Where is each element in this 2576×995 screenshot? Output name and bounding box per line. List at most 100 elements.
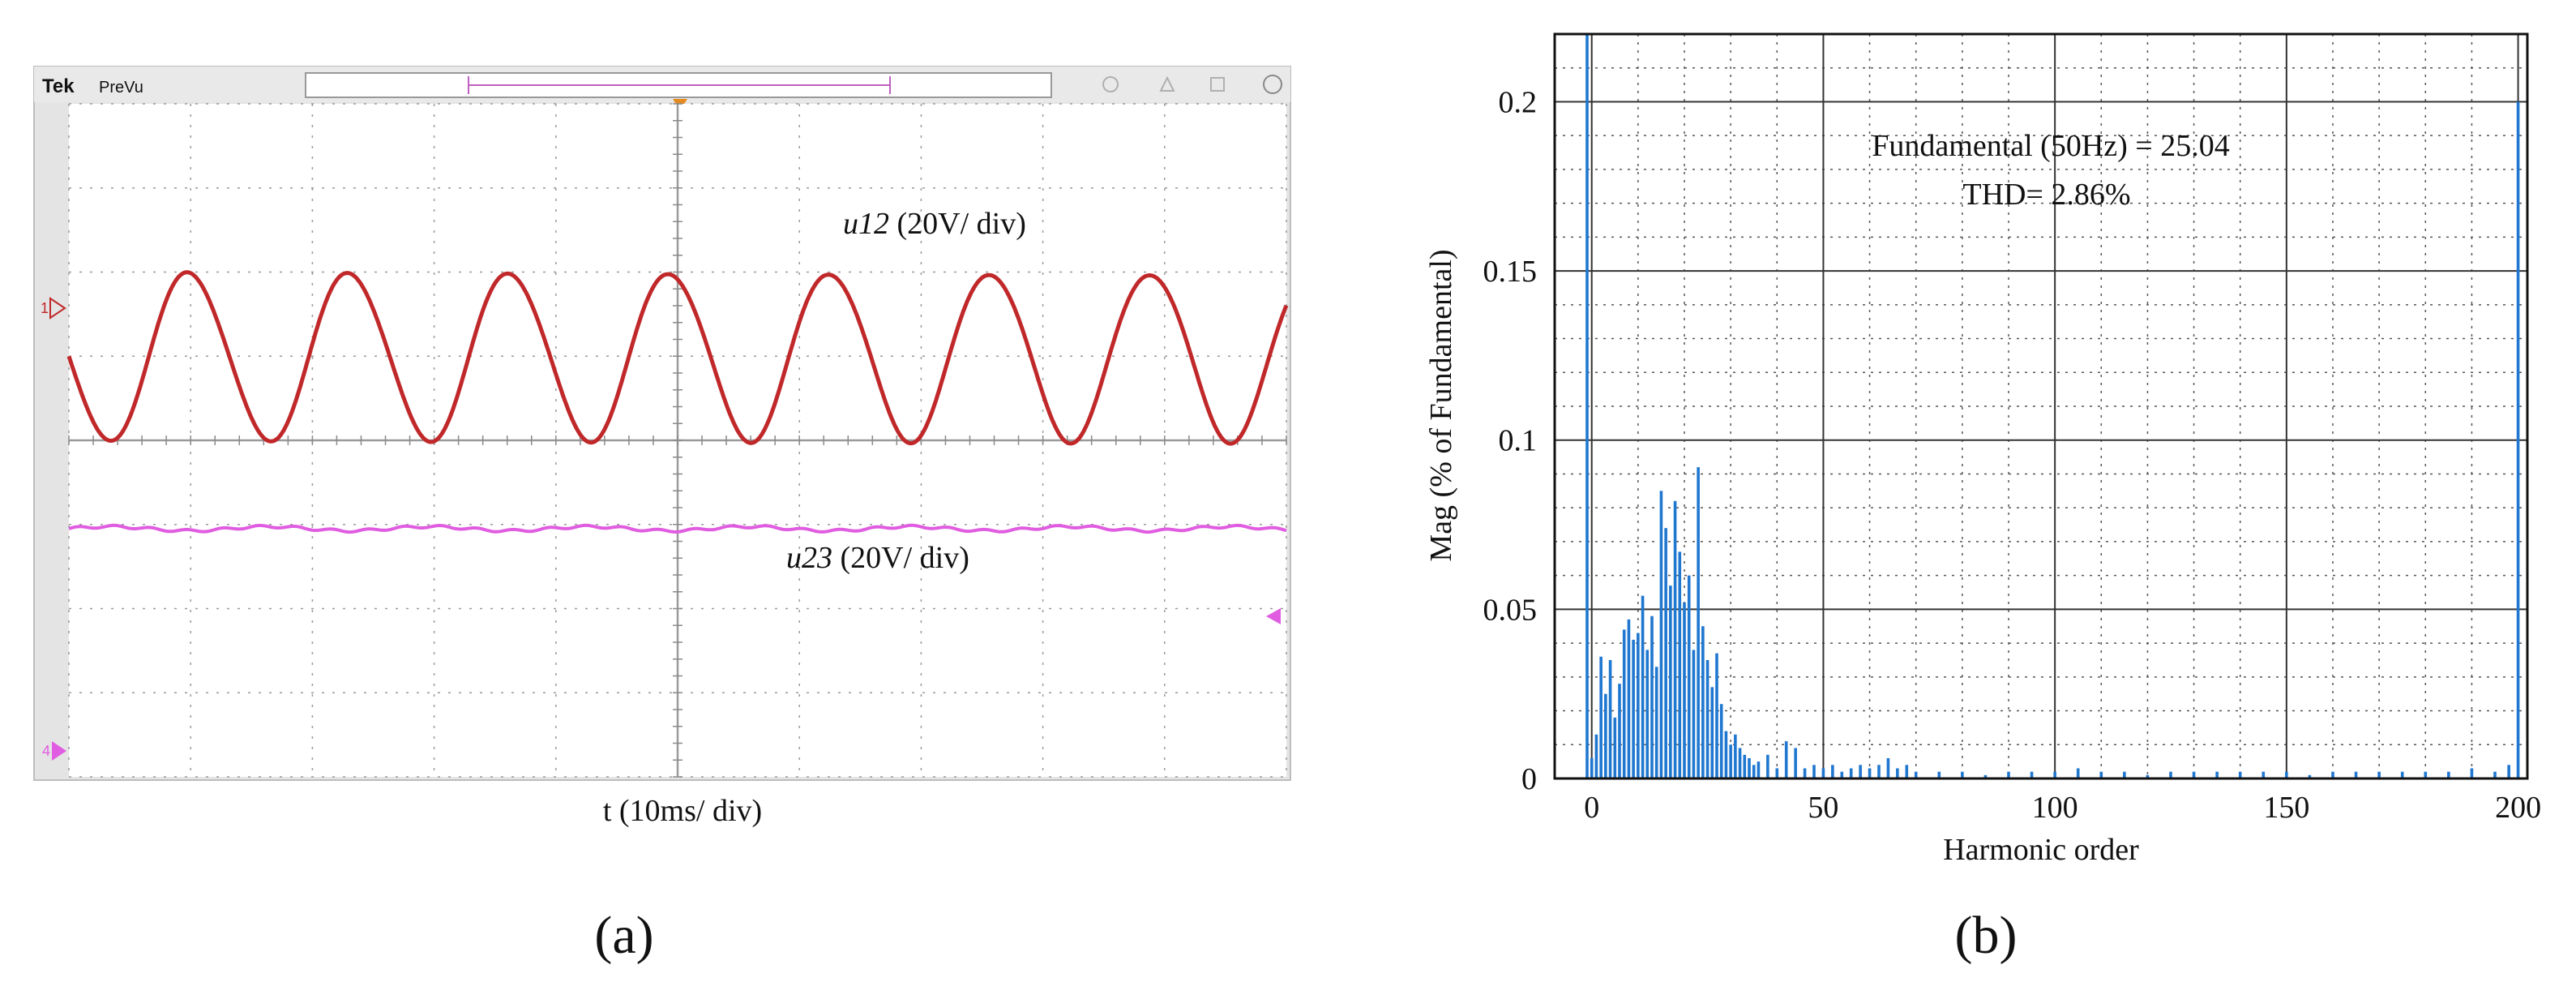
- scope-panel: Tek PreVu T 1 4: [33, 66, 1291, 965]
- spectrum-bar: [1654, 667, 1658, 778]
- ch1-ground-marker[interactable]: 1: [41, 297, 66, 320]
- spectrum-bar: [2354, 771, 2358, 778]
- scope-icon-2[interactable]: [1159, 75, 1175, 92]
- spectrum-bar: [1627, 619, 1631, 778]
- spectrum-xtick-label: 100: [2032, 791, 2078, 825]
- spectrum-bar: [1613, 717, 1617, 778]
- ch2-marker-arrow: [52, 741, 66, 761]
- scope-icon-1[interactable]: [1102, 76, 1119, 92]
- spectrum-bar: [1705, 659, 1709, 778]
- spectrum-bar: [2146, 774, 2150, 778]
- spectrum-bar: [2215, 771, 2219, 778]
- spectrum-panel: 0 50 100 150 200 0 0.05 0.1 0.15 0.2 Fundamental …: [1424, 32, 2542, 965]
- spectrum-bar: [1687, 575, 1691, 778]
- u12-label: u12 (20V/ div): [843, 207, 1026, 241]
- spectrum-bar: [1664, 528, 1667, 778]
- spectrum-bar: [1937, 771, 1941, 778]
- spectrum-bar: [1710, 687, 1714, 778]
- spectrum-bar: [1831, 765, 1834, 778]
- spectrum-bar: [1632, 639, 1635, 778]
- spectrum-bar: [1886, 757, 1890, 778]
- scope-toolbar-icons: [1102, 75, 1282, 94]
- spectrum-bar: [1983, 774, 1988, 778]
- spectrum-bar: [1692, 650, 1696, 778]
- spectrum-bar: [1697, 467, 1700, 778]
- spectrum-bar: [1683, 603, 1686, 778]
- spectrum-annotation-thd: THD= 2.86%: [1962, 178, 2130, 212]
- u23-scale: (20V/ div): [841, 541, 969, 575]
- spectrum-bar: [1729, 744, 1732, 778]
- spectrum-bar: [2076, 768, 2080, 778]
- spectrum-bar: [2238, 771, 2242, 778]
- spectrum-bar: [1914, 771, 1918, 778]
- spectrum-bar: [1599, 656, 1603, 778]
- spectrum-bar: [1622, 629, 1626, 778]
- spectrum-plot-border: [1553, 32, 2529, 780]
- spectrum-bar: [1896, 768, 1899, 778]
- spectrum-bar: [2507, 765, 2510, 778]
- spectrum-bar: [1905, 765, 1909, 778]
- spectrum-xtick-label: 150: [2263, 791, 2309, 825]
- spectrum-bar: [1637, 633, 1640, 778]
- ch2-marker-number: 4: [42, 743, 50, 759]
- scope-brand: Tek: [42, 75, 75, 97]
- scope-graticule: [68, 103, 1287, 778]
- panel-label-a: (a): [594, 906, 653, 965]
- ch2-ground-marker[interactable]: 4: [42, 741, 66, 761]
- spectrum-bar: [1748, 757, 1751, 778]
- spectrum-bar: [2331, 771, 2334, 778]
- spectrum-x-axis-label: Harmonic order: [1943, 833, 2139, 867]
- u12-trace: [66, 270, 1289, 446]
- spectrum-bar: [2169, 771, 2172, 778]
- spectrum-ytick-label: 0.1: [1499, 424, 1538, 458]
- spectrum-bar: [1849, 768, 1853, 778]
- u12-scale: (20V/ div): [897, 207, 1026, 241]
- spectrum-bar: [1784, 741, 1788, 778]
- spectrum-bar: [1585, 34, 1589, 778]
- spectrum-bar: [2308, 774, 2312, 778]
- spectrum-bar: [2053, 771, 2056, 778]
- spectrum-bars: [1585, 34, 2520, 779]
- spectrum-bar: [1641, 595, 1645, 778]
- u23-trace: [68, 523, 1287, 534]
- u12-symbol: u12: [843, 207, 889, 241]
- spectrum-bar: [1961, 771, 1964, 778]
- spectrum-bar: [1840, 771, 1844, 778]
- scope-mode: PreVu: [99, 79, 143, 96]
- spectrum-bar: [1719, 704, 1723, 778]
- spectrum-bar: [2192, 771, 2196, 778]
- spectrum-xtick-label: 50: [1808, 791, 1838, 825]
- spectrum-bar: [1775, 768, 1779, 778]
- spectrum-ytick-label: 0.15: [1483, 255, 1538, 289]
- spectrum-bar: [1715, 653, 1718, 778]
- spectrum-bar: [2424, 771, 2428, 778]
- spectrum-ytick-label: 0: [1521, 762, 1537, 796]
- spectrum-bar: [1766, 754, 1769, 778]
- u23-label: u23 (20V/ div): [786, 541, 969, 575]
- spectrum-bar: [2261, 771, 2266, 778]
- help-icon[interactable]: [1263, 75, 1282, 94]
- spectrum-bar: [1590, 757, 1594, 778]
- spectrum-ytick-label: 0.2: [1499, 85, 1538, 119]
- spectrum-ticks: 0 50 100 150 200 0 0.05 0.1 0.15 0.2: [1483, 85, 2542, 825]
- spectrum-bar: [1794, 748, 1797, 778]
- spectrum-bar: [2470, 768, 2474, 778]
- spectrum-bar: [1868, 768, 1872, 778]
- spectrum-bar: [1604, 693, 1607, 778]
- spectrum-xtick-label: 200: [2495, 791, 2541, 825]
- spectrum-bar: [2447, 771, 2450, 778]
- spectrum-bar: [1701, 626, 1705, 778]
- spectrum-bar: [2030, 771, 2034, 778]
- spectrum-bar: [1724, 731, 1728, 778]
- spectrum-ytick-label: 0.05: [1483, 593, 1538, 627]
- spectrum-bar: [1669, 585, 1672, 778]
- ch2-offset-marker[interactable]: [1266, 608, 1281, 624]
- spectrum-bar: [2007, 771, 2010, 778]
- scope-icon-3[interactable]: [1210, 77, 1225, 92]
- spectrum-bar: [1678, 551, 1682, 778]
- spectrum-bar: [2400, 771, 2404, 778]
- ch1-marker-number: 1: [41, 300, 49, 316]
- spectrum-xtick-label: 0: [1584, 791, 1599, 825]
- spectrum-bar: [2123, 771, 2126, 778]
